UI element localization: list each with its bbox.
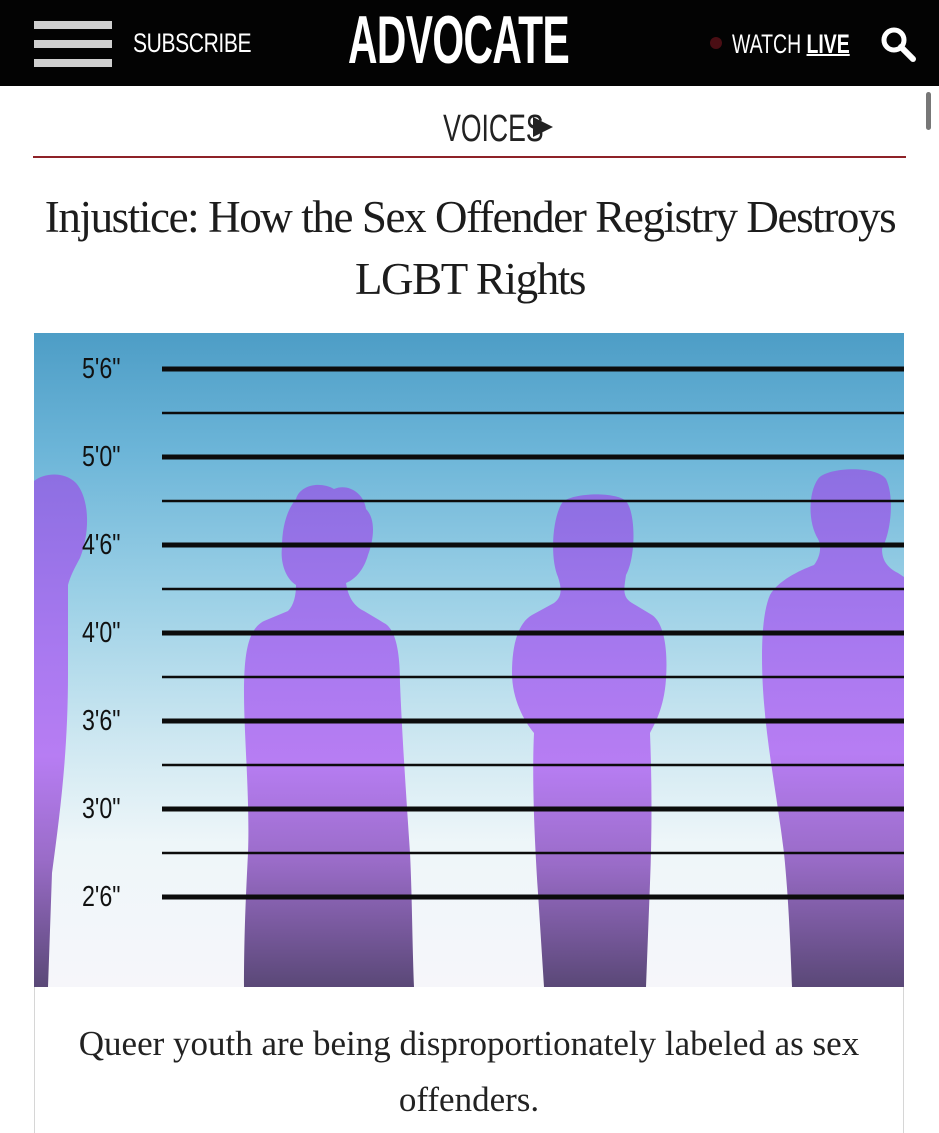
height-label-4-6: 4'6" <box>82 529 121 561</box>
height-label-3-0: 3'0" <box>82 793 121 825</box>
silhouette-second-child <box>244 484 414 987</box>
subscribe-link[interactable]: SUBSCRIBE <box>133 28 252 58</box>
scrollbar-thumb[interactable] <box>926 92 931 130</box>
caption-container <box>34 987 904 1133</box>
watch-label: WATCH <box>732 29 802 59</box>
silhouette-right-child <box>762 469 904 987</box>
section-voices-link[interactable]: VOICES <box>0 107 939 151</box>
watch-live-link[interactable]: WATCH LIVE <box>732 29 850 60</box>
play-triangle-icon <box>531 116 555 143</box>
section-label: VOICES <box>443 108 545 150</box>
article-headline[interactable]: Injustice: How the Sex Offender Registry… <box>44 192 897 304</box>
height-label-2-6: 2'6" <box>82 881 121 913</box>
top-nav-bar: SUBSCRIBE ADVOCATE WATCH LIVE <box>0 0 939 86</box>
hamburger-menu-icon[interactable] <box>34 21 114 67</box>
height-label-5-6: 5'6" <box>82 353 121 385</box>
live-indicator-dot <box>710 37 722 49</box>
silhouette-left-edge <box>34 474 88 987</box>
silhouette-third-child <box>512 494 667 987</box>
section-divider <box>33 156 906 158</box>
hero-image: 5'6" 5'0" 4'6" 4'0" 3'6" 3'0" 2'6" <box>34 333 904 987</box>
height-label-3-6: 3'6" <box>82 705 121 737</box>
height-label-5-0: 5'0" <box>82 441 121 473</box>
site-logo[interactable]: ADVOCATE <box>348 2 570 78</box>
image-caption: Queer youth are being disproportionately… <box>78 1024 860 1119</box>
height-lines <box>162 366 904 900</box>
height-label-4-0: 4'0" <box>82 617 121 649</box>
search-icon[interactable] <box>880 26 916 62</box>
live-label: LIVE <box>806 29 850 59</box>
height-chart-illustration <box>34 366 904 987</box>
